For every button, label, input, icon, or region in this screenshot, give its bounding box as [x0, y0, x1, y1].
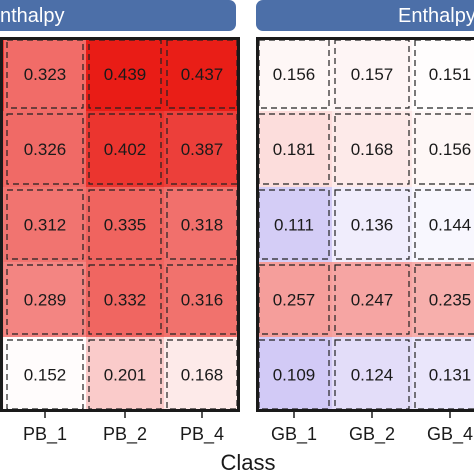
- heatmap-cell: [86, 337, 164, 412]
- heatmap-panel-2: Enthalpy 0.156 0.157 0.151 0.181 0.168 0.156 0.…: [256, 0, 474, 445]
- panel-border: [0, 37, 240, 412]
- heatmap-cell: [332, 37, 412, 111]
- cell-dashed-outline: [6, 264, 84, 335]
- heatmap-cell: [4, 111, 86, 187]
- cell-value-label: 0.312: [24, 216, 67, 235]
- heatmap-cell: [164, 111, 240, 187]
- cell-value-label: 0.318: [181, 216, 224, 235]
- heatmap-cell: [86, 187, 164, 262]
- cell-dashed-outline: [6, 113, 84, 185]
- cell-value-label: 0.157: [351, 65, 394, 84]
- heatmap-cell: [332, 187, 412, 262]
- cell-value-label: 0.323: [24, 65, 67, 84]
- cell-value-label: 0.109: [273, 366, 316, 385]
- heatmap-cell: [412, 337, 474, 412]
- cell-value-label: 0.201: [104, 366, 147, 385]
- cell-dashed-outline: [334, 264, 410, 335]
- x-tick-label: GB_2: [349, 424, 395, 445]
- heatmap-cell: [4, 337, 86, 412]
- cell-value-label: 0.131: [429, 366, 472, 385]
- heatmap-cell: [86, 37, 164, 111]
- cell-value-label: 0.235: [429, 291, 472, 310]
- heatmap-cell: [332, 262, 412, 337]
- cell-value-label: 0.387: [181, 140, 224, 159]
- heatmap-cell: [4, 187, 86, 262]
- heatmap-cell: [412, 262, 474, 337]
- x-tick-label: GB_4: [427, 424, 473, 445]
- cell-value-label: 0.152: [24, 366, 67, 385]
- cell-value-label: 0.111: [274, 216, 314, 235]
- panel-strip: [256, 0, 474, 31]
- cell-value-label: 0.289: [24, 291, 67, 310]
- cell-value-label: 0.168: [351, 140, 394, 159]
- cell-value-label: 0.437: [181, 65, 224, 84]
- cell-dashed-outline: [334, 39, 410, 109]
- cell-dashed-outline: [334, 189, 410, 260]
- heatmap-cell: [412, 187, 474, 262]
- heatmap-cell: [332, 111, 412, 187]
- heatmap-panel-1: nthalpy 0.323 0.439 0.437 0.326 0.402 0.387 0.3…: [0, 0, 240, 445]
- x-axis-title: Class: [220, 450, 275, 474]
- heatmap-cell: [164, 37, 240, 111]
- heatmap-cell: [412, 111, 474, 187]
- cell-dashed-outline: [414, 189, 474, 260]
- cell-value-label: 0.181: [273, 140, 316, 159]
- panel-strip-title: nthalpy: [0, 5, 65, 27]
- cell-dashed-outline: [6, 39, 84, 109]
- cell-value-label: 0.402: [104, 140, 147, 159]
- cell-value-label: 0.156: [273, 65, 316, 84]
- cell-dashed-outline: [88, 113, 162, 185]
- cell-dashed-outline: [414, 264, 474, 335]
- cell-value-label: 0.326: [24, 140, 67, 159]
- cell-dashed-outline: [334, 113, 410, 185]
- x-tick-label: PB_1: [23, 424, 67, 445]
- cell-dashed-outline: [414, 113, 474, 185]
- panel-strip: [0, 0, 236, 31]
- cell-dashed-outline: [88, 189, 162, 260]
- x-tick-label: PB_4: [180, 424, 224, 445]
- cell-value-label: 0.156: [429, 140, 472, 159]
- heatmap-cell: [86, 262, 164, 337]
- heatmap-cell: [164, 337, 240, 412]
- heatmap-cell: [256, 187, 332, 262]
- cell-dashed-outline: [88, 264, 162, 335]
- cell-value-label: 0.168: [181, 366, 224, 385]
- cell-value-label: 0.439: [104, 65, 147, 84]
- heatmap-cell: [164, 262, 240, 337]
- heatmap-cell: [256, 111, 332, 187]
- cell-value-label: 0.316: [181, 291, 224, 310]
- heatmap-cell: [4, 262, 86, 337]
- heatmap-cell: [4, 37, 86, 111]
- heatmap-cell: [332, 337, 412, 412]
- cell-value-label: 0.332: [104, 291, 147, 310]
- cell-value-label: 0.247: [351, 291, 394, 310]
- heatmap-cell: [164, 187, 240, 262]
- cell-dashed-outline: [6, 189, 84, 260]
- heatmap-cell: [86, 111, 164, 187]
- cell-dashed-outline: [88, 339, 162, 410]
- cell-value-label: 0.151: [429, 65, 472, 84]
- cell-value-label: 0.144: [429, 216, 472, 235]
- heatmap-cell: [412, 37, 474, 111]
- cell-value-label: 0.136: [351, 216, 394, 235]
- x-tick-label: PB_2: [103, 424, 147, 445]
- panel-strip-title: Enthalpy: [398, 5, 474, 27]
- heatmap-cell: [256, 262, 332, 337]
- x-tick-label: GB_1: [271, 424, 317, 445]
- cell-value-label: 0.335: [104, 216, 147, 235]
- cell-value-label: 0.257: [273, 291, 316, 310]
- panel-border: [256, 37, 474, 412]
- heatmap-cell: [256, 37, 332, 111]
- cell-value-label: 0.124: [351, 366, 394, 385]
- heatmap-cell: [256, 337, 332, 412]
